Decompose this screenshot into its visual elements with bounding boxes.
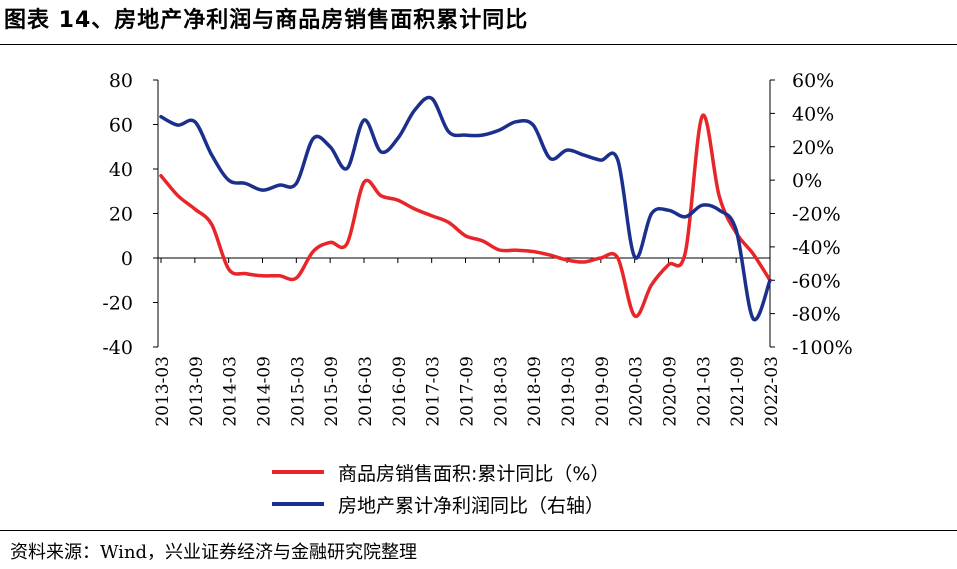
right-y-tick-label: -80%	[792, 304, 841, 326]
x-tick-label: 2019-09	[593, 356, 613, 427]
left-y-tick-label: 0	[121, 248, 133, 270]
x-tick-label: 2014-09	[255, 356, 275, 427]
source-note: 资料来源：Wind，兴业证券经济与金融研究院整理	[10, 542, 418, 563]
right-y-tick-label: 40%	[792, 103, 834, 125]
x-tick-label: 2013-09	[187, 356, 207, 427]
right-y-tick-label: -100%	[792, 337, 853, 359]
x-tick-label: 2021-09	[728, 356, 748, 427]
chart-axes	[153, 79, 775, 348]
left-y-tick-label: 60	[109, 115, 133, 137]
legend-item-sales-area: 商品房销售面积:累计同比（%）	[272, 456, 609, 488]
series-line-sales-area	[159, 113, 772, 318]
chart-title: 图表 14、房地产净利润与商品房销售面积累计同比	[4, 8, 529, 33]
x-tick-label: 2019-03	[559, 356, 579, 427]
chart-legend: 商品房销售面积:累计同比（%） 房地产累计净利润同比（右轴）	[272, 456, 609, 520]
left-y-tick-label: 40	[109, 159, 133, 181]
right-y-tick-label: -60%	[792, 270, 841, 292]
x-tick-label: 2015-09	[322, 356, 342, 427]
x-tick-label: 2017-03	[424, 356, 444, 427]
x-tick-label: 2020-09	[661, 356, 681, 427]
chart-lines	[159, 95, 772, 322]
title-divider	[0, 44, 957, 45]
series-line-net-profit	[159, 95, 772, 322]
x-tick-label: 2018-03	[491, 356, 511, 427]
left-y-tick-label: 20	[109, 204, 133, 226]
x-tick-label: 2020-03	[627, 356, 647, 427]
right-y-tick-label: -40%	[792, 237, 841, 259]
x-tick-label: 2014-03	[221, 356, 241, 427]
chart-labels: 80 60 40 20 0 -20 -40 60% 40% 20% 0% -20% -40% -60% -8…	[102, 70, 852, 427]
legend-label-net-profit: 房地产累计净利润同比（右轴）	[338, 494, 605, 517]
legend-swatch-net-profit	[272, 502, 324, 506]
left-y-tick-label: -40	[102, 337, 133, 359]
right-y-tick-label: 0%	[792, 170, 822, 192]
right-y-tick-label: 20%	[792, 137, 834, 159]
left-y-tick-label: -20	[102, 293, 133, 315]
legend-label-sales-area: 商品房销售面积:累计同比（%）	[338, 462, 610, 485]
x-tick-label: 2013-03	[153, 356, 173, 427]
x-tick-label: 2016-03	[356, 356, 376, 427]
x-tick-label: 2021-03	[694, 356, 714, 427]
legend-item-net-profit: 房地产累计净利润同比（右轴）	[272, 488, 609, 520]
right-y-tick-label: -20%	[792, 204, 841, 226]
x-tick-label: 2015-03	[288, 356, 308, 427]
source-divider	[0, 530, 957, 531]
x-tick-label: 2022-03	[762, 356, 782, 427]
legend-swatch-sales-area	[272, 470, 324, 474]
x-tick-label: 2017-09	[458, 356, 478, 427]
right-y-tick-label: 60%	[792, 70, 834, 92]
x-tick-label: 2016-09	[390, 356, 410, 427]
x-tick-label: 2018-09	[525, 356, 545, 427]
left-y-tick-label: 80	[109, 70, 133, 92]
